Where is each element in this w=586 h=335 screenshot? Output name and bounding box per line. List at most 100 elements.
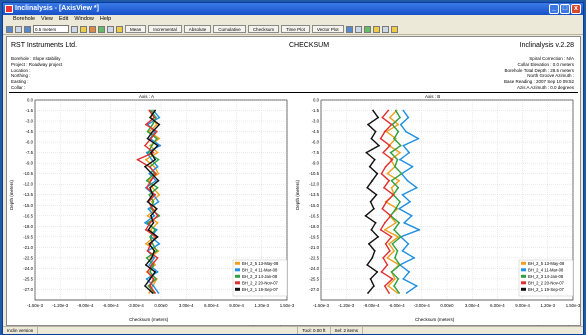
zoom-icon[interactable] bbox=[107, 25, 114, 33]
menu-edit[interactable]: Edit bbox=[58, 16, 69, 22]
data-point bbox=[399, 123, 402, 126]
legend-swatch bbox=[235, 268, 240, 272]
legend bbox=[518, 259, 574, 297]
data-point bbox=[397, 235, 400, 238]
data-point bbox=[399, 151, 401, 154]
legend-label: BH_2_4 11-Mar-08 bbox=[242, 267, 278, 272]
close-button[interactable]: x bbox=[571, 4, 581, 14]
data-point bbox=[386, 172, 389, 175]
data-point bbox=[386, 264, 389, 266]
data-point bbox=[379, 137, 382, 140]
camera-icon[interactable] bbox=[390, 25, 398, 33]
x-tick-label: -1.20e-3 bbox=[52, 303, 69, 308]
data-point bbox=[157, 249, 160, 252]
data-point bbox=[394, 165, 396, 168]
data-point bbox=[149, 285, 151, 287]
data-point bbox=[150, 214, 152, 217]
data-point bbox=[150, 207, 152, 210]
axis-b-chart[interactable]: 0.0 -1.5 -3.0 -4.5 -6.0 -7.5 -9.0 -10.5 -12.0 -13… bbox=[293, 97, 583, 317]
data-point bbox=[387, 109, 390, 112]
x-tick-label: -9.00e-4 bbox=[363, 303, 380, 308]
menu-borehole[interactable]: Borehole bbox=[13, 16, 36, 22]
y-tick-label: -18.0 bbox=[309, 224, 319, 229]
data-point bbox=[394, 278, 396, 280]
edit-icon[interactable] bbox=[89, 25, 96, 33]
vector-plot-button[interactable]: Vector Plot bbox=[311, 25, 344, 33]
minimize-button[interactable]: _ bbox=[549, 4, 559, 14]
y-tick-label: -10.5 bbox=[23, 171, 33, 176]
data-point bbox=[369, 278, 372, 280]
data-point bbox=[405, 292, 408, 294]
interval-select[interactable]: 0.5 meters bbox=[33, 25, 69, 33]
report-icon[interactable] bbox=[381, 25, 389, 33]
data-point bbox=[407, 242, 410, 245]
legend-swatch bbox=[235, 281, 240, 285]
data-point bbox=[393, 137, 395, 140]
open-icon[interactable] bbox=[15, 25, 22, 33]
data-point bbox=[367, 242, 370, 245]
y-tick-label: -18.0 bbox=[23, 224, 33, 229]
data-point bbox=[147, 207, 150, 210]
axis-a-xlabel: Checksum (meters) bbox=[129, 317, 169, 322]
legend-label: BH_2_1 19-Sep-07 bbox=[528, 287, 565, 292]
data-point bbox=[146, 249, 149, 252]
axis-a-chart[interactable]: 0.0 -1.5 -3.0 -4.5 -6.0 -7.5 -9.0 -10.5 -12.0 -13… bbox=[7, 97, 297, 317]
grid-icon[interactable] bbox=[354, 25, 362, 33]
legend-swatch bbox=[521, 274, 526, 278]
data-point bbox=[390, 186, 393, 189]
data-point bbox=[408, 271, 411, 273]
app-icon bbox=[5, 5, 13, 13]
menu-bar: Borehole View Edit Window Help bbox=[3, 15, 583, 24]
data-point bbox=[373, 249, 376, 252]
data-point bbox=[146, 271, 149, 273]
data-point bbox=[149, 278, 151, 280]
time-plot-button[interactable]: Time Plot bbox=[281, 25, 310, 33]
data-point bbox=[410, 214, 413, 217]
menu-window[interactable]: Window bbox=[74, 16, 94, 22]
layout-icon[interactable] bbox=[345, 25, 353, 33]
legend-icon[interactable] bbox=[363, 25, 371, 33]
y-tick-label: -22.5 bbox=[23, 255, 33, 260]
y-tick-label: -7.5 bbox=[26, 150, 34, 155]
data-point bbox=[393, 285, 395, 287]
data-point bbox=[149, 144, 151, 147]
settings-icon[interactable] bbox=[372, 25, 380, 33]
absolute-button[interactable]: Absolute bbox=[183, 25, 212, 33]
data-point bbox=[151, 242, 154, 245]
data-point bbox=[390, 271, 393, 273]
data-point bbox=[371, 179, 374, 182]
data-point bbox=[394, 207, 397, 210]
data-point bbox=[152, 221, 155, 224]
cumulative-button[interactable]: Cumulative bbox=[213, 25, 246, 33]
save-icon[interactable] bbox=[24, 25, 31, 33]
menu-view[interactable]: View bbox=[41, 16, 53, 22]
window-title: Inclinalysis - [AxisView *] bbox=[15, 5, 99, 12]
data-point bbox=[154, 193, 157, 196]
print-icon[interactable] bbox=[71, 25, 78, 33]
data-point bbox=[148, 109, 151, 112]
report-document: RST Instruments Ltd. CHECKSUM Inclinalys… bbox=[6, 36, 583, 333]
data-point bbox=[383, 130, 386, 133]
menu-help[interactable]: Help bbox=[99, 16, 112, 22]
maximize-button[interactable]: □ bbox=[560, 4, 570, 14]
x-tick-label: -1.20e-3 bbox=[338, 303, 355, 308]
data-point bbox=[152, 285, 155, 287]
data-point bbox=[155, 228, 158, 231]
help-icon[interactable] bbox=[80, 25, 87, 33]
chart-icon[interactable] bbox=[98, 25, 105, 33]
data-point bbox=[415, 186, 418, 189]
data-point bbox=[381, 116, 384, 119]
data-point bbox=[399, 264, 401, 266]
new-icon[interactable] bbox=[6, 25, 13, 33]
data-point bbox=[396, 249, 399, 252]
data-point bbox=[150, 256, 153, 259]
incremental-button[interactable]: Incremental bbox=[148, 25, 182, 33]
data-point bbox=[383, 285, 386, 287]
mean-button[interactable]: Mean bbox=[125, 25, 147, 33]
legend-label: BH_2_3 14-Jan-08 bbox=[242, 274, 278, 279]
checksum-button[interactable]: Checksum bbox=[247, 25, 280, 33]
legend-label: BH_2_5 13-May-08 bbox=[528, 261, 565, 266]
export-icon[interactable] bbox=[116, 25, 123, 33]
data-point bbox=[418, 228, 421, 231]
data-point bbox=[417, 137, 420, 140]
